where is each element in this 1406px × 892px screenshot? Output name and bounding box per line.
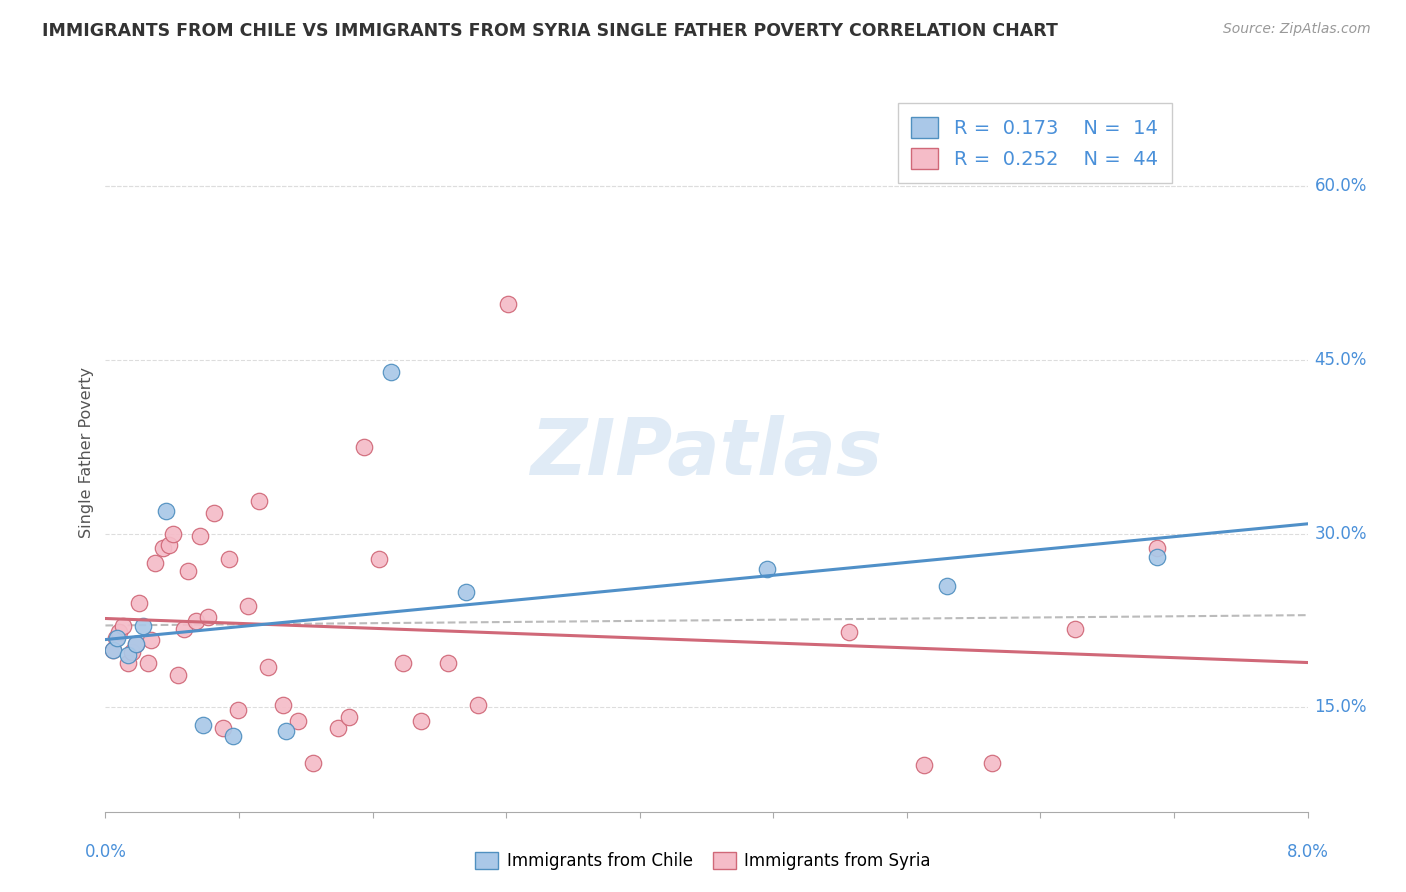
Point (238, 599, 260, 613)
Point (301, 756, 323, 770)
Point (197, 610, 219, 624)
Point (124, 637, 146, 651)
Point (409, 714, 432, 729)
Point (437, 657, 460, 671)
Point (247, 494, 270, 508)
Point (188, 529, 211, 543)
Point (1146, 541, 1168, 555)
Point (155, 503, 177, 517)
Point (226, 703, 249, 717)
Point (184, 614, 207, 628)
Point (380, 365, 402, 379)
Point (136, 657, 159, 671)
Point (101, 642, 124, 657)
Point (467, 698, 489, 713)
Point (912, 758, 935, 772)
Point (328, 722, 350, 736)
Text: 30.0%: 30.0% (1315, 524, 1367, 542)
Point (1146, 549, 1168, 564)
Point (353, 440, 375, 454)
Text: 60.0%: 60.0% (1315, 178, 1367, 195)
Text: IMMIGRANTS FROM CHILE VS IMMIGRANTS FROM SYRIA SINGLE FATHER POVERTY CORRELATION: IMMIGRANTS FROM CHILE VS IMMIGRANTS FROM… (42, 22, 1059, 40)
Point (368, 552, 391, 566)
Point (162, 526, 184, 541)
Point (166, 668, 188, 682)
Point (936, 579, 959, 593)
Point (139, 633, 162, 648)
Point (202, 506, 225, 520)
Point (392, 657, 415, 671)
Point (337, 710, 360, 724)
Point (838, 625, 860, 640)
Point (222, 730, 245, 744)
Point (496, 297, 519, 311)
Point (454, 584, 477, 599)
Point (121, 645, 143, 659)
Point (1063, 622, 1085, 636)
Point (132, 619, 155, 633)
Point (191, 718, 214, 732)
Point (173, 622, 195, 636)
Point (124, 637, 146, 651)
Point (274, 723, 297, 738)
Legend: R =  0.173    N =  14, R =  0.252    N =  44: R = 0.173 N = 14, R = 0.252 N = 44 (897, 103, 1171, 183)
Point (152, 541, 174, 555)
Point (287, 714, 309, 729)
Point (108, 625, 131, 640)
Point (271, 698, 294, 713)
Text: 45.0%: 45.0% (1315, 351, 1367, 369)
Point (157, 538, 180, 552)
Text: 0.0%: 0.0% (84, 843, 127, 861)
Point (755, 561, 778, 575)
Point (218, 552, 240, 566)
Legend: Immigrants from Chile, Immigrants from Syria: Immigrants from Chile, Immigrants from S… (468, 845, 938, 877)
Point (107, 631, 129, 645)
Text: 8.0%: 8.0% (1286, 843, 1329, 861)
Y-axis label: Single Father Poverty: Single Father Poverty (79, 368, 94, 538)
Point (112, 619, 135, 633)
Point (256, 660, 278, 674)
Point (981, 756, 1004, 770)
Point (143, 556, 166, 570)
Point (104, 631, 127, 645)
Point (211, 722, 233, 736)
Text: 15.0%: 15.0% (1315, 698, 1367, 716)
Text: Source: ZipAtlas.com: Source: ZipAtlas.com (1223, 22, 1371, 37)
Text: ZIPatlas: ZIPatlas (530, 415, 883, 491)
Point (117, 648, 139, 663)
Point (177, 564, 200, 578)
Point (117, 657, 139, 671)
Point (128, 596, 150, 610)
Point (101, 642, 124, 657)
